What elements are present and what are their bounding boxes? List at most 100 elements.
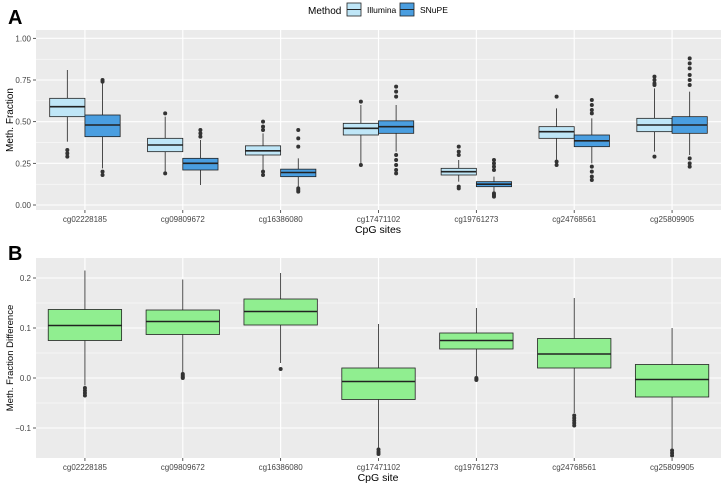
outlier-point <box>296 144 301 149</box>
panel-a-box-illumina-cg24768561 <box>538 94 575 167</box>
iqr-box <box>538 126 575 139</box>
outlier-point <box>65 151 70 156</box>
outlier-point <box>198 131 203 136</box>
panel-a-box-illumina-cg16386080 <box>245 119 282 177</box>
outlier-point <box>687 66 692 71</box>
panel-a-box-snupe-cg17471102 <box>378 84 415 176</box>
legend-key-snupe <box>399 2 415 17</box>
panel-b-y-tick-label: 0.1 <box>20 324 32 333</box>
legend-title: Method <box>308 6 341 17</box>
panel-b-box-difference-cg16386080 <box>243 273 318 371</box>
panel-b-box-difference-cg19761273 <box>439 308 514 382</box>
legend: Method Illumina SNuPE <box>308 2 448 17</box>
outlier-point <box>652 83 657 87</box>
panel-a-boxes <box>49 56 708 199</box>
outlier-point <box>394 163 399 167</box>
panel-a-x-tick-label: cg17471102 <box>357 215 401 224</box>
panel-b-x-axis-title: CpG site <box>358 472 399 484</box>
outlier-point <box>456 186 461 191</box>
outlier-point <box>491 194 496 199</box>
outlier-point <box>394 168 399 172</box>
panel-a-x-tick-label: cg09809672 <box>161 215 206 224</box>
outlier-point <box>589 164 594 169</box>
panel-b-y-tick-label: 0.2 <box>20 274 32 283</box>
outlier-point <box>261 128 266 132</box>
outlier-point <box>687 73 692 77</box>
outlier-point <box>491 168 496 172</box>
outlier-point <box>554 159 559 164</box>
outlier-point <box>554 163 559 167</box>
panel-b-x-tick-label: cg19761273 <box>454 463 499 472</box>
legend-label-illumina: Illumina <box>367 5 397 15</box>
outlier-point <box>180 376 185 380</box>
panel-a-box-illumina-cg19761273 <box>440 144 477 191</box>
iqr-box <box>634 364 710 398</box>
outlier-point <box>687 61 692 66</box>
panel-b-x-tick-label: cg16386080 <box>259 463 304 472</box>
panel-a-y-tick-label: 1.00 <box>15 34 31 43</box>
panel-a-box-snupe-cg09809672 <box>182 128 219 185</box>
outlier-point <box>491 161 496 166</box>
outlier-point <box>589 174 594 179</box>
outlier-point <box>65 148 70 152</box>
outlier-point <box>652 78 657 82</box>
panel-a-x-tick-label: cg02228185 <box>63 215 108 224</box>
outlier-point <box>554 94 559 99</box>
outlier-point <box>589 178 594 182</box>
outlier-point <box>491 158 496 162</box>
panel-b-x-tick-label: cg24768561 <box>552 463 597 472</box>
iqr-box <box>342 122 379 136</box>
panel-a-y-ticks: 0.00 0.25 0.50 0.75 1.00 <box>15 34 36 210</box>
outlier-point <box>261 124 266 129</box>
outlier-point <box>358 163 363 167</box>
panel-a-box-snupe-cg25809905 <box>671 56 708 169</box>
panel-b-box-difference-cg25809905 <box>634 328 710 458</box>
outlier-point <box>198 134 203 139</box>
outlier-point <box>376 452 381 456</box>
panel-a-x-axis-title: CpG sites <box>355 224 401 236</box>
panel-a-y-axis-title: Meth. Fraction <box>5 88 16 152</box>
outlier-point <box>687 56 692 61</box>
outlier-point <box>394 89 399 94</box>
outlier-point <box>65 154 70 159</box>
outlier-point <box>589 103 594 107</box>
panel-b-x-tick-label: cg25809905 <box>650 463 695 472</box>
outlier-point <box>589 169 594 174</box>
outlier-point <box>394 84 399 89</box>
panel-b-x-tick-label: cg02228185 <box>63 463 108 472</box>
panel-a-y-tick-label: 0.50 <box>15 118 31 127</box>
outlier-point <box>394 153 399 157</box>
outlier-point <box>687 164 692 169</box>
outlier-point <box>589 98 594 102</box>
panel-a-box-illumina-cg02228185 <box>49 70 86 159</box>
outlier-point <box>261 173 266 177</box>
panel-b-y-axis-title: Meth. Fraction Difference <box>5 305 16 411</box>
panel-a-chart: 0.00 0.25 0.50 0.75 1.00 cg02228185 cg0980967… <box>5 30 721 236</box>
outlier-point <box>100 173 105 177</box>
outlier-point <box>670 453 675 458</box>
panel-b-box-difference-cg09809672 <box>145 279 220 380</box>
outlier-point <box>456 144 461 149</box>
outlier-point <box>652 154 657 159</box>
outlier-point <box>491 164 496 169</box>
panel-a-x-tick-label: cg24768561 <box>552 215 597 224</box>
panel-b-x-tick-label: cg09809672 <box>161 463 206 472</box>
panel-b-box-difference-cg02228185 <box>47 270 123 398</box>
outlier-point <box>278 367 283 371</box>
outlier-point <box>82 393 87 398</box>
panel-a-box-illumina-cg25809905 <box>636 74 673 159</box>
outlier-point <box>652 74 657 79</box>
panel-b-boxes <box>47 270 710 458</box>
outlier-point <box>474 378 479 382</box>
legend-label-snupe: SNuPE <box>420 5 448 15</box>
panel-a-x-tick-label: cg19761273 <box>454 215 499 224</box>
outlier-point <box>394 158 399 162</box>
outlier-point <box>589 108 594 112</box>
panel-a-label: A <box>8 7 22 29</box>
outlier-point <box>296 136 301 141</box>
panel-b-box-difference-cg24768561 <box>537 298 612 428</box>
panel-b-chart: −0.1 0.0 0.1 0.2 cg02228185 cg09809672 cg1638… <box>5 258 721 484</box>
outlier-point <box>456 149 461 154</box>
legend-key-illumina <box>346 2 362 17</box>
